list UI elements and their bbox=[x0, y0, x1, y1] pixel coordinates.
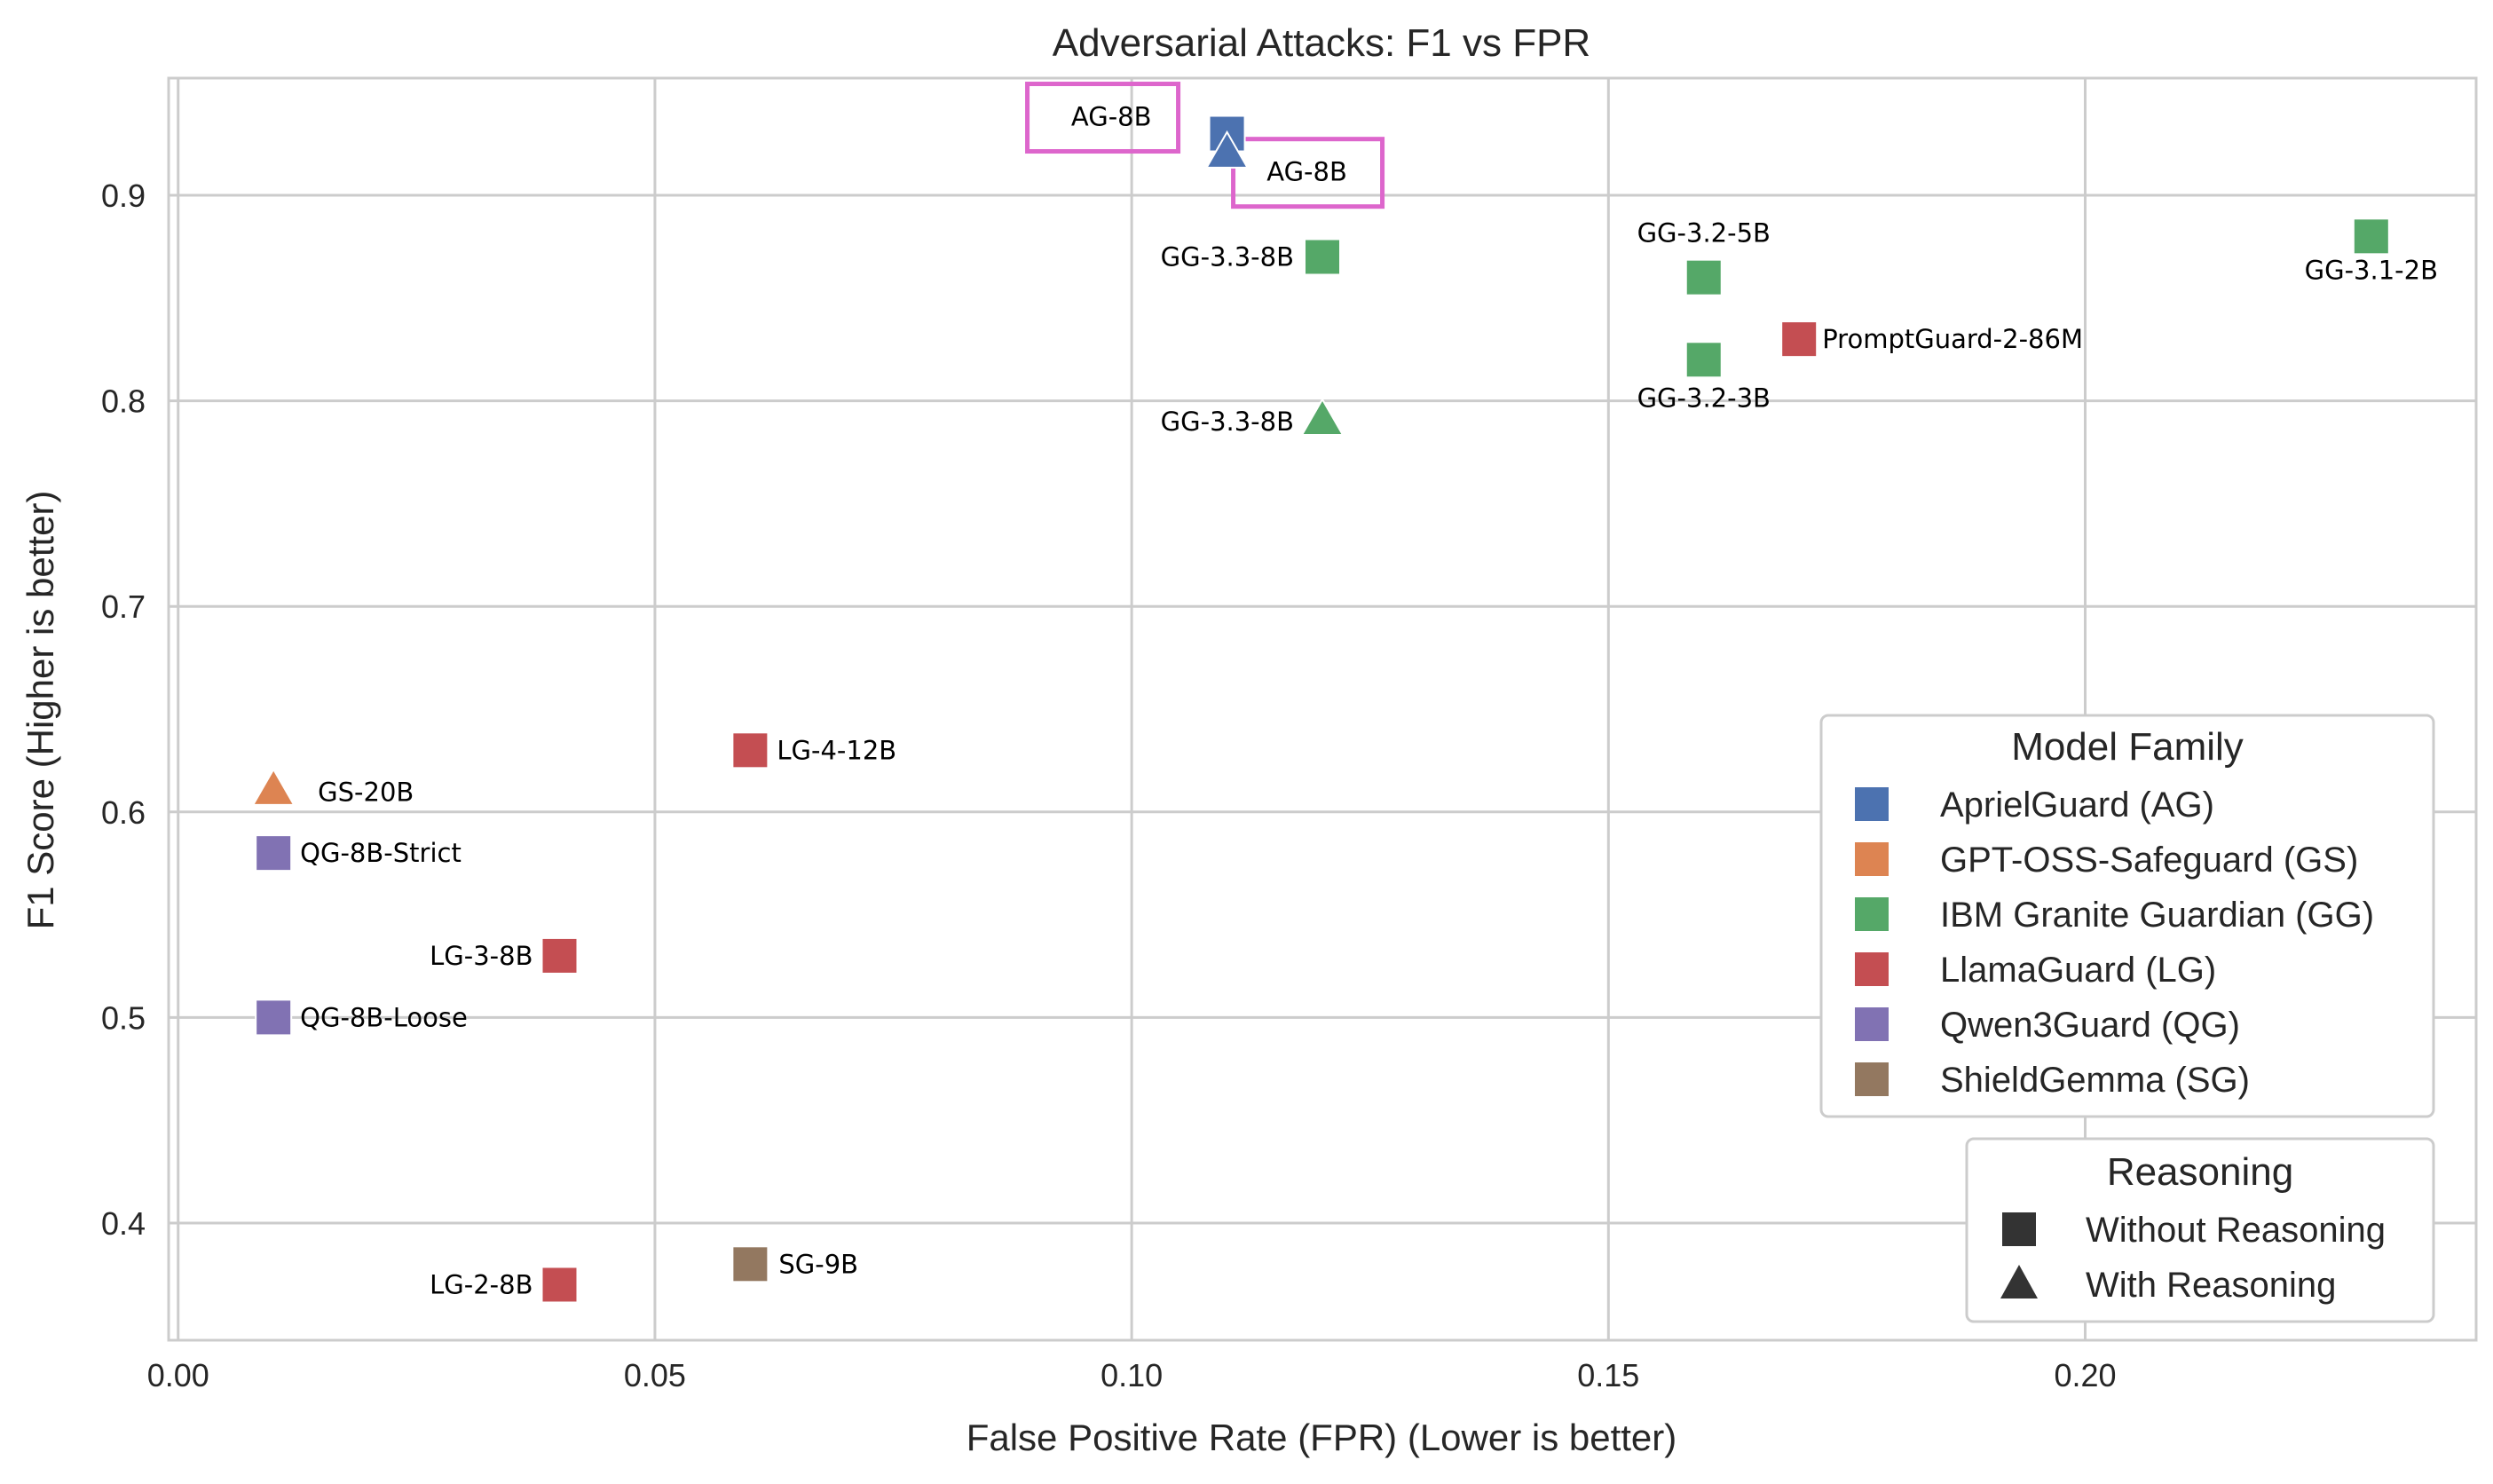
y-tick-label: 0.7 bbox=[101, 588, 146, 625]
marker-square bbox=[1304, 238, 1341, 276]
point-label: GG-3.3-8B bbox=[1161, 241, 1294, 272]
data-points bbox=[251, 114, 2390, 1304]
legend-swatch bbox=[1855, 787, 1889, 821]
marker-square bbox=[255, 834, 293, 872]
grid bbox=[169, 78, 2476, 1340]
y-tick-label: 0.9 bbox=[101, 178, 146, 214]
marker-square bbox=[2352, 217, 2390, 256]
legend-family-label: LlamaGuard (LG) bbox=[1940, 951, 2216, 990]
chart-title: Adversarial Attacks: F1 vs FPR bbox=[1053, 21, 1590, 65]
marker-triangle bbox=[1204, 130, 1250, 169]
marker-square bbox=[540, 1266, 579, 1304]
legend-marker-triangle bbox=[2000, 1265, 2038, 1298]
legend-swatch bbox=[1855, 1007, 1889, 1041]
legend-reasoning-title: Reasoning bbox=[2107, 1150, 2293, 1194]
plot-frame bbox=[167, 76, 2478, 1342]
legend-marker-square bbox=[2002, 1212, 2036, 1246]
marker-triangle bbox=[1300, 397, 1345, 436]
point-label: GG-3.3-8B bbox=[1161, 407, 1294, 437]
x-axis-label: False Positive Rate (FPR) (Lower is bett… bbox=[966, 1417, 1677, 1458]
point-label: LG-4-12B bbox=[777, 735, 896, 765]
legend-family-label: Qwen3Guard (QG) bbox=[1940, 1006, 2240, 1045]
marker-square bbox=[1780, 320, 1818, 359]
x-tick-label: 0.00 bbox=[147, 1357, 209, 1393]
point-label: GG-3.1-2B bbox=[2305, 255, 2438, 285]
point-label: GG-3.2-3B bbox=[1637, 383, 1771, 413]
legend-swatch bbox=[1855, 952, 1889, 986]
x-tick-label: 0.15 bbox=[1577, 1357, 1639, 1393]
legend-family-label: IBM Granite Guardian (GG) bbox=[1940, 896, 2374, 935]
point-label: AG-8B bbox=[1266, 157, 1347, 187]
marker-square bbox=[540, 936, 579, 975]
y-tick-label: 0.4 bbox=[101, 1205, 146, 1242]
legend-swatch bbox=[1855, 842, 1889, 876]
highlight-box bbox=[1025, 82, 1181, 154]
highlight-box bbox=[1231, 137, 1385, 209]
x-tick-label: 0.05 bbox=[624, 1357, 686, 1393]
highlight-boxes bbox=[1025, 82, 1385, 209]
marker-square bbox=[1684, 258, 1723, 296]
point-label: GS-20B bbox=[318, 778, 414, 808]
point-label: AG-8B bbox=[1071, 102, 1152, 132]
legend-swatch bbox=[1855, 897, 1889, 931]
legend-family-label: AprielGuard (AG) bbox=[1940, 785, 2214, 825]
point-label: QG-8B-Loose bbox=[300, 1002, 468, 1032]
legend-reasoning-label: With Reasoning bbox=[2086, 1266, 2336, 1305]
legend-family-title: Model Family bbox=[2011, 725, 2244, 769]
y-tick-labels: 0.4 0.5 0.6 0.7 0.8 0.9 bbox=[101, 178, 146, 1242]
point-label: PromptGuard-2-86M bbox=[1822, 324, 2083, 354]
y-axis-label: F1 Score (Higher is better) bbox=[20, 491, 61, 930]
legend-reasoning-label: Without Reasoning bbox=[2086, 1211, 2386, 1250]
point-label: LG-2-8B bbox=[430, 1269, 533, 1299]
legend-reasoning-frame bbox=[1965, 1137, 2435, 1323]
point-label: QG-8B-Strict bbox=[300, 838, 462, 868]
point-label: SG-9B bbox=[778, 1249, 858, 1279]
y-tick-label: 0.8 bbox=[101, 383, 146, 420]
legend-swatch bbox=[1855, 1062, 1889, 1096]
x-tick-labels: 0.00 0.05 0.10 0.15 0.20 bbox=[147, 1357, 2117, 1393]
y-tick-label: 0.6 bbox=[101, 794, 146, 831]
legend-family-label: GPT-OSS-Safeguard (GS) bbox=[1940, 841, 2358, 880]
x-tick-label: 0.20 bbox=[2054, 1357, 2116, 1393]
point-label: GG-3.2-5B bbox=[1637, 218, 1771, 249]
point-labels: AG-8B AG-8B GS-20B GG-3.3-8B GG-3.3-8B GG-3.2… bbox=[300, 102, 2438, 1300]
x-tick-label: 0.10 bbox=[1101, 1357, 1163, 1393]
legend-reasoning: Reasoning Without Reasoning With Reasonin… bbox=[1965, 1137, 2435, 1323]
marker-square bbox=[731, 1245, 769, 1283]
y-tick-label: 0.5 bbox=[101, 999, 146, 1036]
marker-triangle bbox=[251, 767, 296, 806]
legend-family-label: ShieldGemma (SG) bbox=[1940, 1061, 2250, 1100]
marker-square bbox=[255, 999, 293, 1037]
marker-square bbox=[731, 731, 769, 770]
legend-model-family: Model Family AprielGuard (AG) GPT-OSS-Saf… bbox=[1819, 714, 2435, 1118]
point-label: LG-3-8B bbox=[430, 941, 533, 971]
marker-square bbox=[1684, 341, 1723, 379]
legend-family-frame bbox=[1819, 714, 2435, 1118]
